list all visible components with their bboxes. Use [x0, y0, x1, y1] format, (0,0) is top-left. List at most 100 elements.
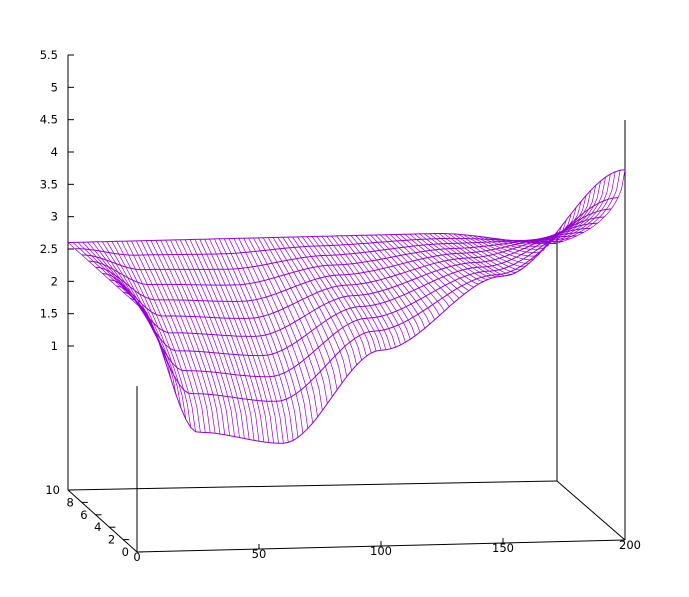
surface-isoline-x	[223, 238, 294, 441]
y-axis-line	[67, 489, 138, 553]
z-tick-label: 2	[51, 274, 58, 288]
surface-isoline-x	[150, 240, 221, 435]
surface-isoline-x	[267, 237, 338, 390]
surface-isoline-x	[345, 235, 416, 336]
surface-isoline-x	[463, 234, 533, 264]
surface-isoline-x	[541, 174, 611, 244]
z-tick-label: 5.5	[40, 48, 58, 62]
surface-isoline-x	[551, 170, 621, 244]
surface-isoline-x	[248, 237, 318, 417]
surface-isoline-x	[116, 241, 187, 420]
z-tick-label: 3	[51, 210, 58, 224]
surface-mesh	[67, 169, 626, 444]
surface-isoline-x	[179, 239, 250, 440]
surface-isoline-x	[209, 238, 279, 444]
y-tick-label: 6	[80, 508, 87, 522]
surface-isoline-x	[82, 241, 152, 324]
surface-isoline-x	[292, 236, 362, 361]
surface-isoline-x	[301, 236, 372, 354]
surface-isoline-x	[257, 237, 328, 404]
surface-isoline-x	[135, 240, 206, 433]
surface-isoline-x	[155, 240, 226, 435]
surface-isoline-x	[536, 177, 606, 244]
surface-isoline-x	[468, 234, 538, 261]
surface-isoline-x	[438, 233, 508, 277]
surface-isoline-x	[121, 241, 192, 428]
surface-isoline-x	[277, 237, 348, 377]
surface-isoline-x	[521, 190, 592, 243]
surface-isoline-x	[389, 234, 460, 299]
surface-isoline-x	[194, 239, 265, 443]
surface-isoline-x	[404, 234, 474, 288]
z-tick-label: 4.5	[40, 113, 58, 127]
surface-isoline-x	[170, 239, 240, 438]
surface-isoline-x	[555, 169, 626, 244]
x-tick-label: 200	[619, 538, 641, 552]
surface-isoline-x	[433, 233, 504, 277]
surface-isoline-x	[145, 240, 216, 434]
surface-isoline-x	[297, 236, 367, 357]
y-tick-label: 4	[94, 520, 101, 534]
surface-isoline-x	[204, 239, 274, 444]
surface-isoline-x	[214, 238, 284, 444]
surface-isoline-x	[326, 235, 396, 348]
surface-isoline-x	[111, 241, 182, 409]
x-tick-label: 100	[370, 544, 392, 558]
surface-isoline-x	[72, 242, 143, 308]
surface-isoline-x	[228, 238, 299, 438]
surface-isoline-x	[360, 235, 431, 325]
x-tick-label: 50	[252, 547, 267, 561]
surface-isoline-x	[546, 171, 616, 244]
surface-isoline-x	[321, 236, 392, 349]
surface-isoline-x	[370, 234, 440, 316]
surface-isoline-x	[453, 233, 523, 271]
surface-isoline-x	[336, 235, 406, 343]
surface-isoline-x	[365, 234, 436, 320]
surface-isoline-x	[399, 234, 469, 291]
surface-isoline-x	[282, 237, 353, 371]
surface-isoline-x	[253, 237, 323, 411]
z-tick-label: 1.5	[40, 307, 58, 321]
surface-isoline-x	[316, 236, 387, 350]
surface-isoline-x	[218, 238, 289, 443]
surface-isoline-x	[243, 238, 314, 423]
surface-isoline-x	[419, 233, 489, 280]
surface-isoline-x	[380, 234, 450, 307]
z-tick-label: 4	[51, 145, 58, 159]
surface-isoline-x	[428, 233, 499, 277]
x-tick-label: 150	[492, 541, 514, 555]
surface-isoline-x	[272, 237, 343, 384]
surface-isoline-x	[175, 239, 245, 439]
surface-isoline-x	[482, 236, 553, 250]
surface-isoline-x	[306, 236, 377, 352]
back-x-line	[67, 480, 558, 491]
surface-isoline-x	[375, 234, 445, 312]
surface-isoline-x	[199, 239, 270, 443]
surface-isoline-x	[184, 239, 255, 441]
surface-isoline-x	[165, 239, 235, 437]
surface-isoline-x	[262, 237, 333, 397]
back-y-line	[556, 480, 626, 541]
surface-isoline-x	[355, 235, 426, 329]
surface-isoline-x	[106, 241, 177, 395]
surface-isoline-x	[233, 238, 304, 434]
surface-isoline-x	[189, 239, 260, 442]
surface-isoline-x	[477, 235, 548, 253]
surface-isoline-x	[414, 233, 484, 282]
surface-isoline-x	[507, 207, 577, 241]
surface-isoline-x	[140, 240, 211, 433]
surface-isoline-x	[531, 180, 601, 244]
y-tick-label: 10	[45, 483, 60, 497]
surface-isoline-x	[341, 235, 411, 340]
y-tick-label: 2	[108, 533, 115, 547]
surface-isoline-x	[409, 233, 479, 285]
surface-isoline-x	[131, 240, 201, 433]
surface-isoline-x	[87, 241, 157, 336]
z-tick-label: 1	[51, 339, 58, 353]
surface-isoline-x	[311, 236, 382, 351]
ticks-group	[68, 54, 626, 553]
surface-isoline-x	[331, 235, 401, 346]
